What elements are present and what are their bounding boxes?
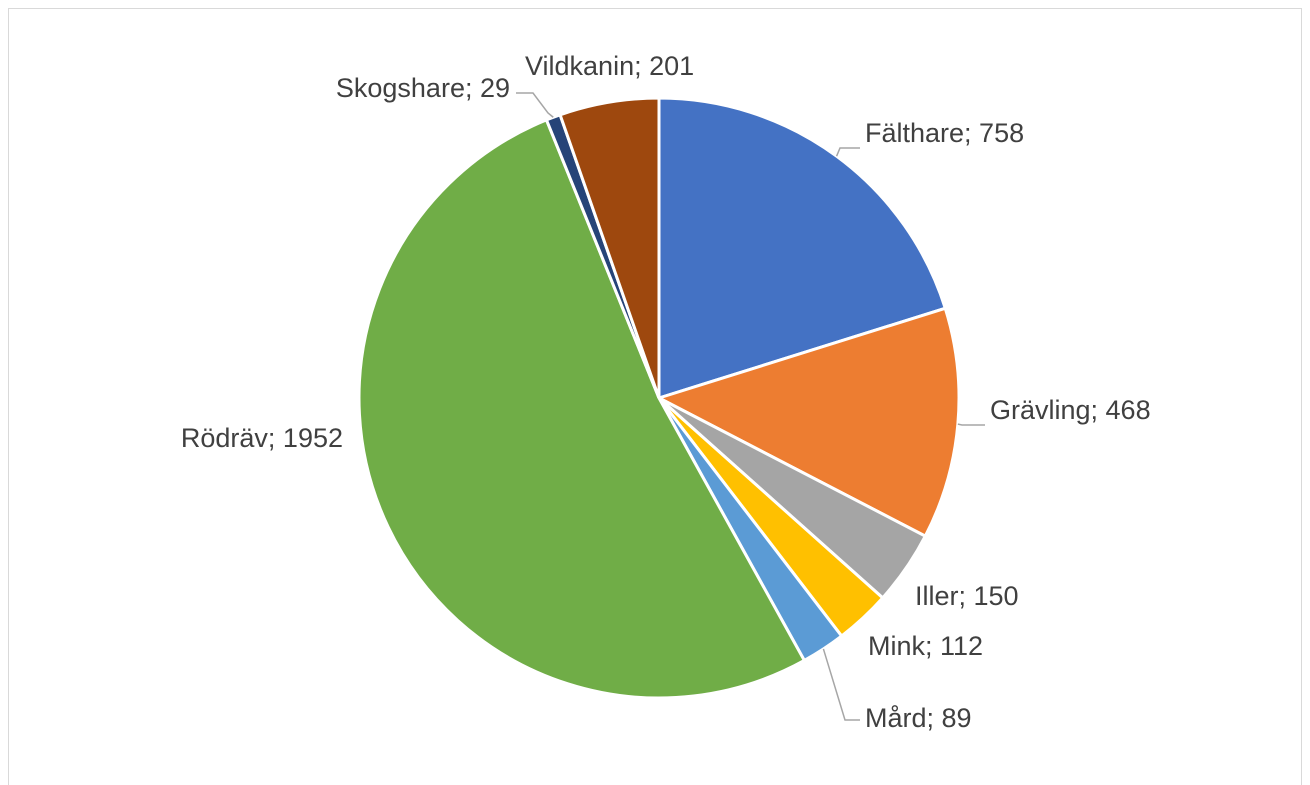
pie-slice	[655, 306, 961, 539]
data-label: Mink; 112	[868, 631, 983, 661]
data-label: Skogshare; 29	[336, 73, 510, 103]
leader-line	[822, 648, 860, 721]
data-label: Grävling; 468	[990, 395, 1151, 425]
pie-slice	[558, 96, 661, 399]
data-label: Rödräv; 1952	[181, 423, 343, 453]
pie-slice	[357, 117, 807, 700]
data-label: Mård; 89	[865, 703, 972, 733]
pie-slice	[657, 96, 948, 401]
leader-line	[516, 92, 554, 118]
data-label: Iller; 150	[915, 581, 1019, 611]
leader-line	[957, 423, 985, 426]
data-label: Fälthare; 758	[865, 118, 1024, 148]
leader-line	[835, 147, 860, 157]
data-label: Vildkanin; 201	[525, 51, 694, 81]
